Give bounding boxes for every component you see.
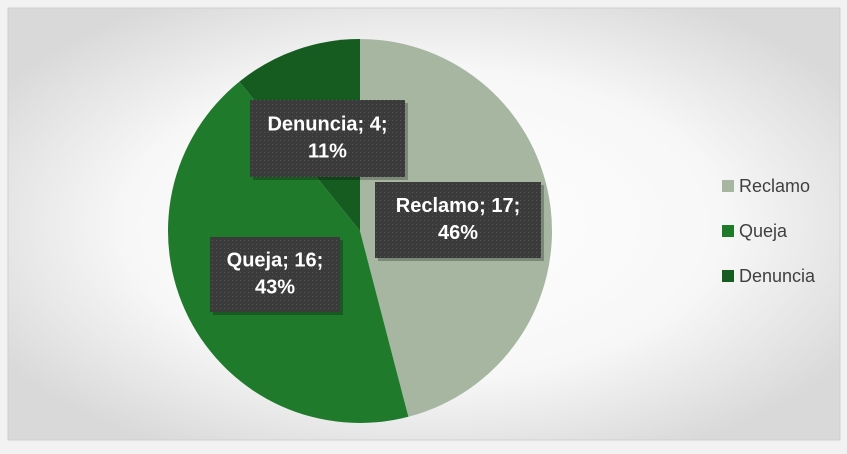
legend-swatch (722, 180, 734, 192)
legend-label: Reclamo (739, 176, 810, 196)
data-label-box (250, 100, 405, 177)
legend: Reclamo Queja Denuncia (722, 176, 816, 286)
legend-label: Queja (739, 221, 788, 241)
legend-swatch (722, 270, 734, 282)
data-label: Denuncia; 4; (267, 113, 387, 135)
data-label: Reclamo; 17; (396, 195, 521, 217)
legend-label: Denuncia (739, 266, 816, 286)
data-label: 43% (255, 276, 295, 298)
data-labels: Reclamo; 17; 46% Queja; 16; 43% Denuncia; 4;… (210, 100, 544, 315)
data-label: 46% (438, 222, 478, 244)
data-label-box (210, 237, 340, 312)
data-label-box (375, 182, 541, 258)
legend-swatch (722, 225, 734, 237)
data-label: 11% (308, 140, 347, 162)
data-label: Queja; 16; (227, 249, 324, 271)
